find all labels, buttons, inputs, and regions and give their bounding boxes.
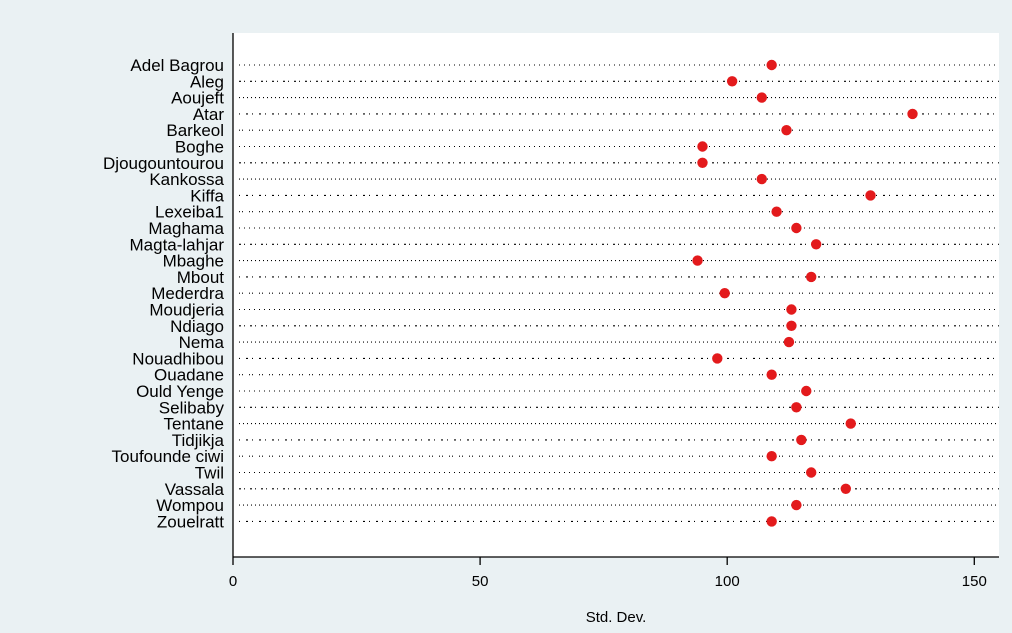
data-point: [719, 288, 730, 299]
category-label: Kiffa: [190, 186, 224, 205]
data-point: [840, 483, 851, 494]
category-label: Maghama: [148, 219, 224, 238]
data-point: [907, 108, 918, 120]
data-point: [791, 402, 802, 413]
data-point: [791, 222, 802, 234]
grid-lines: [239, 64, 999, 522]
category-label: Nouadhibou: [132, 349, 224, 368]
category-label: Ouadane: [154, 366, 224, 385]
category-label: Selibaby: [159, 398, 225, 417]
category-label: Atar: [193, 105, 225, 124]
data-point: [697, 157, 708, 168]
data-point: [791, 499, 802, 511]
data-point: [786, 304, 797, 315]
category-label: Nema: [179, 333, 225, 352]
category-label: Twil: [195, 464, 224, 483]
category-label: Ndiago: [170, 317, 224, 336]
data-point: [786, 320, 797, 331]
category-label: Barkeol: [166, 121, 224, 140]
data-point: [810, 239, 822, 250]
data-point: [806, 271, 817, 283]
category-label: Tidjikja: [172, 431, 225, 450]
data-point: [756, 173, 767, 185]
data-point: [766, 369, 777, 380]
category-label: Magta-lahjar: [130, 235, 225, 254]
data-point: [771, 206, 782, 217]
x-axis-ticks: 0 50 100 150: [229, 557, 987, 590]
data-point: [766, 516, 777, 527]
category-label: Moudjeria: [149, 301, 224, 320]
data-point: [783, 336, 795, 348]
data-point: [796, 434, 807, 446]
data-point: [845, 418, 856, 429]
category-label: Aleg: [190, 72, 224, 91]
category-label: Lexeiba1: [155, 203, 224, 222]
x-tick-label: 100: [715, 573, 740, 590]
x-axis-title: Std. Dev.: [586, 609, 647, 626]
data-point: [806, 467, 817, 478]
category-label: Boghe: [175, 138, 224, 157]
category-label: Zouelratt: [157, 512, 224, 531]
category-label: Mbout: [177, 268, 225, 287]
category-label: Toufounde ciwi: [112, 447, 224, 466]
category-label: Djougountourou: [103, 154, 224, 173]
data-point: [801, 385, 812, 397]
x-tick-label: 50: [472, 573, 489, 590]
data-point: [766, 451, 777, 462]
category-label: Vassala: [165, 480, 225, 499]
category-labels: Adel BagrouAlegAoujeftAtarBarkeolBogheDj…: [103, 56, 225, 531]
data-point: [865, 190, 876, 201]
category-label: Mbaghe: [163, 252, 224, 271]
data-point: [697, 141, 708, 152]
x-tick-label: 150: [962, 573, 987, 590]
plot-area: [233, 33, 999, 557]
data-point: [692, 255, 703, 266]
category-label: Wompou: [156, 496, 224, 515]
data-point: [766, 59, 777, 71]
category-label: Adel Bagrou: [130, 56, 224, 75]
category-label: Mederdra: [151, 284, 224, 303]
data-point: [756, 92, 767, 103]
data-point: [712, 353, 723, 364]
category-label: Tentane: [164, 415, 225, 434]
category-label: Aoujeft: [171, 89, 224, 108]
category-label: Kankossa: [149, 170, 224, 189]
data-point: [726, 76, 738, 87]
data-points: [692, 59, 918, 527]
x-tick-label: 0: [229, 573, 237, 590]
data-point: [781, 125, 792, 136]
category-label: Ould Yenge: [136, 382, 224, 401]
